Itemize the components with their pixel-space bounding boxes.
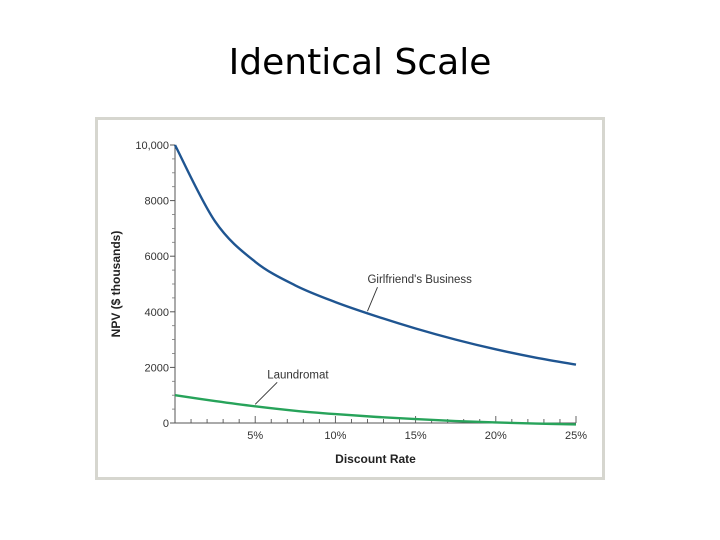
y-axis-ticks: 0 2000 4000 6000 8000 10,000 — [135, 140, 175, 430]
y-tick-label: 0 — [163, 418, 169, 430]
annotation-label: Laundromat — [267, 369, 329, 381]
x-tick-label: 10% — [324, 430, 346, 442]
slide-title: Identical Scale — [228, 42, 492, 83]
x-tick-label: 20% — [485, 430, 507, 442]
y-axis-label: NPV ($ thousands) — [109, 231, 123, 338]
npv-line-chart: 0 2000 4000 6000 8000 10,000 5% 10% 15% 20% 25% G… — [109, 140, 587, 466]
x-axis-label: Discount Rate — [335, 452, 416, 466]
y-tick-label: 10,000 — [135, 140, 169, 152]
annotation-leader — [254, 382, 278, 405]
series-line — [174, 394, 577, 426]
y-tick-label: 8000 — [145, 196, 169, 208]
chart-series — [173, 144, 577, 426]
chart-annotations: Girlfriend's Business Laundromat — [254, 274, 472, 405]
x-axis-ticks: 5% 10% 15% 20% 25% — [190, 416, 587, 442]
x-tick-label: 15% — [405, 430, 427, 442]
y-tick-label: 4000 — [145, 307, 169, 319]
annotation-leader — [367, 287, 378, 312]
x-tick-label: 5% — [247, 430, 263, 442]
series-line — [173, 144, 577, 366]
x-tick-label: 25% — [565, 430, 587, 442]
y-tick-label: 2000 — [145, 362, 169, 374]
y-tick-label: 6000 — [145, 251, 169, 263]
chart-frame: 0 2000 4000 6000 8000 10,000 5% 10% 15% 20% 25% G… — [95, 117, 605, 480]
annotation-label: Girlfriend's Business — [367, 274, 472, 286]
